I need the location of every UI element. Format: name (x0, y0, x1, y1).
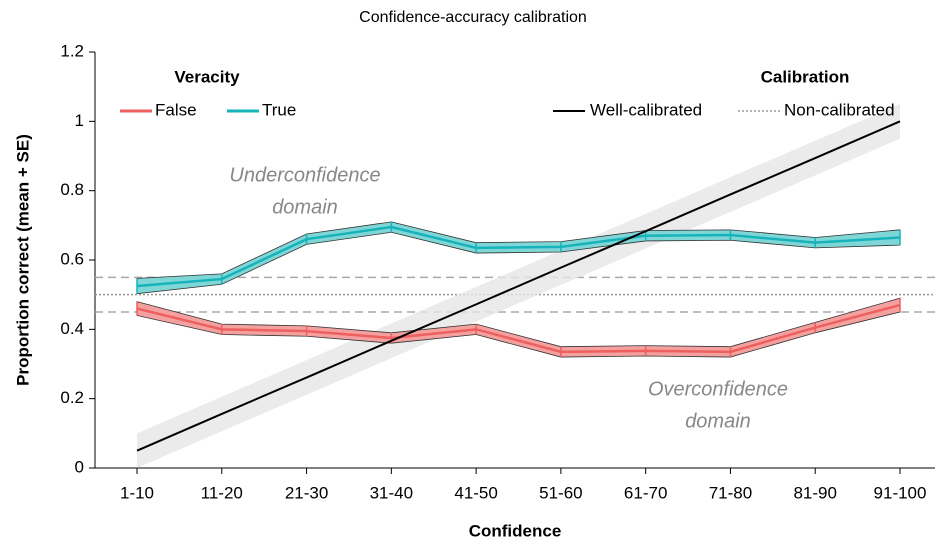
se-band (136, 297, 901, 358)
y-tick-label: 0.4 (60, 319, 84, 338)
x-tick-label: 71-80 (709, 483, 752, 502)
legend-title: Veracity (174, 67, 240, 86)
annotation: domain (685, 410, 751, 432)
annotation: Underconfidence (229, 164, 380, 186)
y-tick-label: 1.2 (60, 41, 84, 60)
chart-title: Confidence-accuracy calibration (359, 9, 587, 26)
x-tick-label: 1-10 (120, 483, 154, 502)
legend-label: Non-calibrated (784, 100, 895, 119)
y-tick-label: 0.6 (60, 249, 84, 268)
x-tick-label: 11-20 (201, 483, 243, 502)
x-tick-label: 21-30 (285, 483, 328, 502)
y-axis-label: Proportion correct (mean + SE) (13, 134, 32, 386)
x-tick-label: 61-70 (624, 483, 667, 502)
x-tick-label: 91-100 (874, 483, 927, 502)
annotation: domain (272, 196, 338, 218)
line (136, 225, 901, 288)
line (136, 303, 901, 354)
legend-label: True (262, 100, 296, 119)
x-axis-label: Confidence (469, 521, 562, 540)
y-tick-label: 0 (75, 457, 84, 476)
x-tick-label: 81-90 (793, 483, 836, 502)
y-tick-label: 0.2 (60, 388, 84, 407)
y-tick-label: 0.8 (60, 180, 84, 199)
legend-title: Calibration (761, 67, 850, 86)
x-tick-label: 51-60 (539, 483, 582, 502)
x-tick-label: 41-50 (454, 483, 497, 502)
x-tick-label: 31-40 (370, 483, 413, 502)
annotation: Overconfidence (648, 378, 788, 400)
y-tick-label: 1 (75, 111, 84, 130)
legend-label: False (155, 100, 197, 119)
line (136, 120, 901, 452)
legend-label: Well-calibrated (590, 100, 702, 119)
